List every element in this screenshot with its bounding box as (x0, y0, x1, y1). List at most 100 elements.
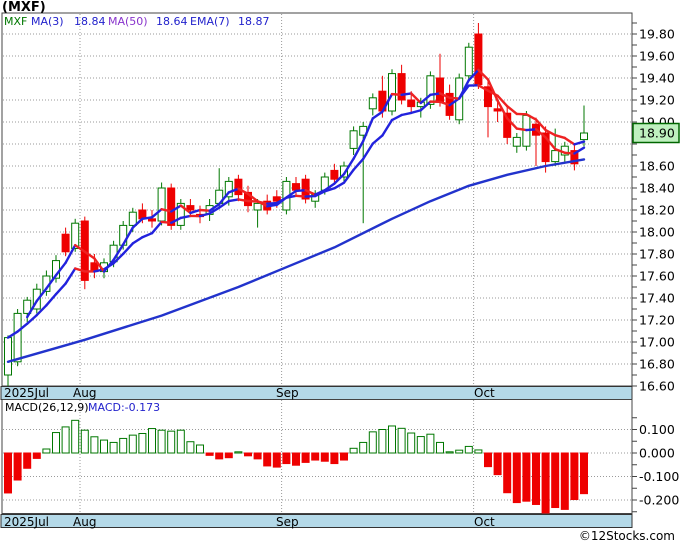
ema7-segment (6, 330, 19, 339)
macd-bar-negative (215, 452, 224, 460)
price-axis-label: 19.20 (639, 93, 675, 108)
macd-bar-negative (282, 452, 291, 465)
ma3-segment (438, 92, 451, 100)
candle-body (61, 233, 70, 253)
ma3-segment (563, 151, 576, 155)
ma3-segment (112, 243, 125, 262)
ma3-segment (227, 187, 240, 194)
ema7-segment (54, 282, 67, 296)
macd-bar-positive (100, 439, 108, 454)
macd-bar-negative (301, 452, 310, 463)
ma3-segment (169, 204, 183, 213)
price-axis-label: 18.00 (639, 225, 675, 240)
macd-bar-negative (522, 452, 531, 502)
month-label-jul: 2025Jul (4, 386, 50, 400)
ema7-segment (554, 133, 566, 140)
macd-bar-positive (119, 437, 128, 454)
ma3-segment (35, 287, 48, 303)
ema7-segment (525, 113, 538, 121)
price-axis-label: 17.60 (639, 269, 675, 284)
ema7-segment (26, 313, 38, 325)
ma3-segment (83, 250, 96, 260)
ma3-segment (477, 68, 490, 81)
legend-ma50-value: 18.64 (156, 15, 188, 28)
ma3-segment (73, 243, 87, 254)
ema7-segment (237, 198, 250, 203)
legend-ema7-label: EMA(7) (190, 15, 230, 28)
candle-body (570, 150, 579, 165)
macd-bar-negative (560, 452, 569, 510)
candle-body (71, 222, 80, 249)
macd-bar-negative (484, 452, 492, 468)
ema7-segment (390, 113, 403, 122)
ema7-segment (131, 236, 144, 245)
candle-body (493, 108, 502, 112)
ma3-segment (534, 128, 547, 139)
candle-body (407, 99, 416, 108)
macd-bar-negative (570, 452, 579, 501)
macd-bar-negative (224, 452, 233, 459)
macd-bar-positive (378, 429, 387, 454)
macd-bar-positive (196, 444, 204, 454)
ma3-segment (160, 208, 173, 213)
macd-bar-positive (52, 432, 60, 454)
ma3-segment (131, 217, 144, 229)
candle-body (426, 75, 435, 105)
macd-bar-positive (436, 441, 444, 454)
candle-body (128, 211, 137, 226)
ema7-segment (64, 267, 77, 285)
ma3-segment (515, 127, 528, 132)
ema7-segment (73, 267, 87, 273)
macd-bar-negative (32, 452, 41, 459)
ma3-segment (237, 187, 250, 196)
macd-axis-label: -0.200 (639, 493, 679, 508)
ma50-line (6, 158, 586, 363)
ma3-segment (256, 199, 269, 208)
candle-body (368, 97, 377, 110)
price-axis-label: 19.40 (639, 71, 675, 86)
page-title: (MXF) (2, 0, 46, 15)
candle-body (551, 150, 560, 163)
ma3-segment (93, 257, 106, 273)
ema7-segment (208, 206, 221, 215)
macd-bar-positive (397, 427, 406, 454)
price-axis-label: 16.80 (639, 357, 675, 372)
macd-bar-positive (464, 445, 473, 454)
macd-bar-negative (503, 452, 512, 494)
ema7-segment (150, 220, 163, 235)
macd-bar-positive (388, 425, 396, 454)
candle-body (580, 132, 588, 141)
macd-bar-positive (71, 419, 80, 454)
legend-ma50-label: MA(50) (108, 15, 148, 28)
month-label-jul-2: 2025Jul (4, 515, 50, 529)
macd-bar-positive (349, 447, 358, 454)
legend-symbol: MXF (4, 15, 28, 28)
macd-bar-negative (580, 452, 588, 495)
macd-bar-positive (167, 430, 176, 454)
candle-body (503, 112, 512, 138)
ma3-segment (179, 204, 192, 215)
ma3-segment (352, 139, 365, 160)
candle-body (234, 178, 243, 196)
footer-credit: ©12Stocks.com (578, 529, 675, 543)
ma3-segment (458, 78, 470, 100)
ma3-segment (121, 226, 135, 246)
macd-bar-positive (416, 436, 425, 454)
ema7-segment (169, 216, 183, 224)
candle-body (186, 205, 195, 211)
ma3-segment (381, 92, 394, 113)
macd-bar-negative (253, 452, 262, 460)
price-axis-label: 19.60 (639, 49, 675, 64)
ma3-segment (189, 208, 202, 215)
candle-body (148, 218, 156, 222)
price-axis-label: 17.80 (639, 247, 675, 262)
ema7-segment (362, 142, 374, 161)
candle-body (176, 202, 185, 226)
ema7-segment (198, 212, 211, 218)
ma3-segment (486, 78, 499, 102)
ma3-segment (198, 208, 211, 212)
candle-body (388, 73, 396, 112)
candle-body (436, 77, 444, 103)
candle-body (397, 73, 406, 101)
